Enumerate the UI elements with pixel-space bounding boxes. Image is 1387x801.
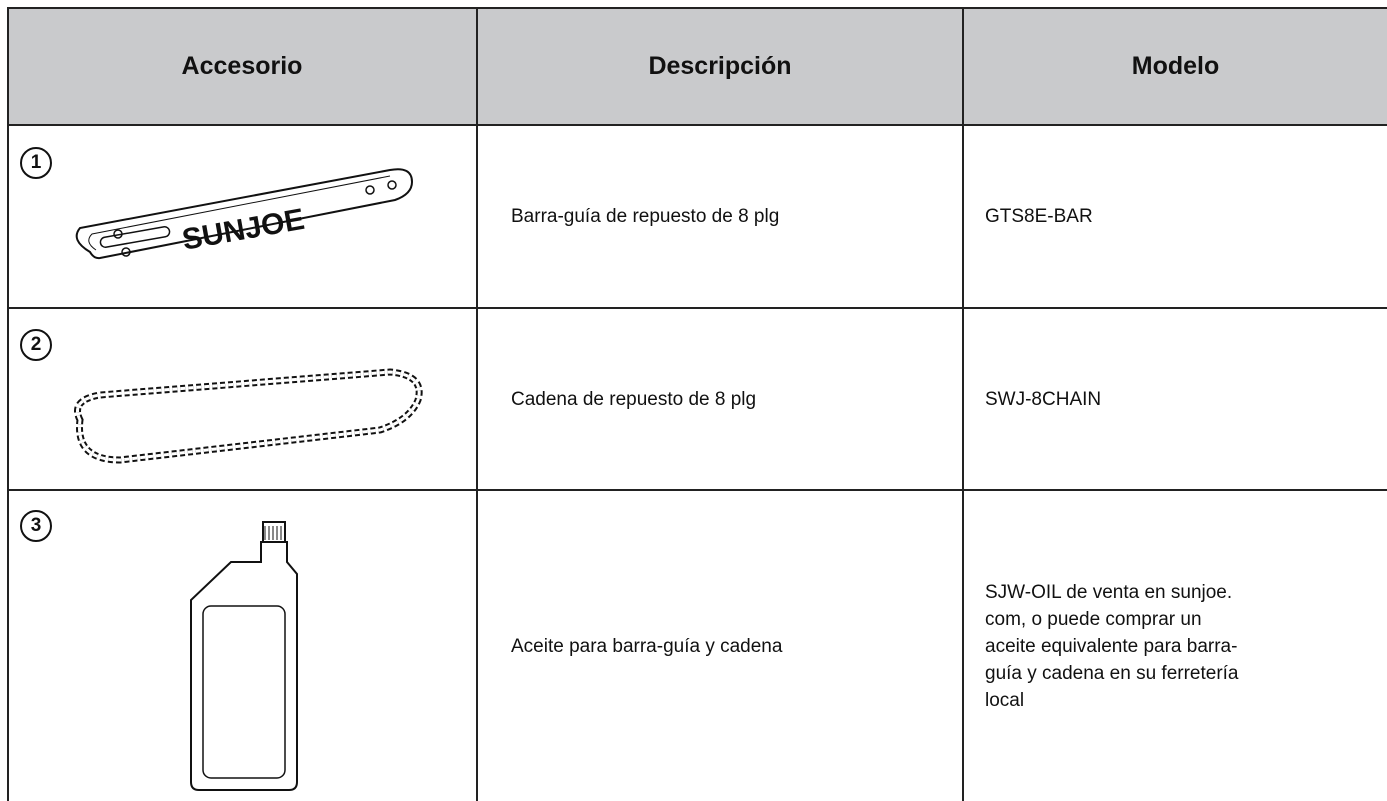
description: Barra-guía de repuesto de 8 plg <box>511 206 780 227</box>
guide-bar-image: SUNJOE <box>75 168 414 260</box>
border <box>476 7 478 801</box>
model: GTS8E-BAR <box>985 206 1093 227</box>
border <box>8 7 1387 9</box>
column-header: Modelo <box>964 8 1387 125</box>
border <box>8 489 1387 491</box>
item-number: 3 <box>20 510 52 542</box>
item-number: 1 <box>20 147 52 179</box>
description: Cadena de repuesto de 8 plg <box>511 388 757 410</box>
column-header: Accesorio <box>8 8 476 125</box>
item-number: 2 <box>20 329 52 361</box>
border <box>8 307 1387 309</box>
chain-image <box>74 368 423 464</box>
border <box>962 7 964 801</box>
description: Aceite para barra-guía y cadena <box>511 635 783 657</box>
column-header: Descripción <box>478 8 962 125</box>
border <box>7 7 9 801</box>
model: SJW-OIL de venta en sunjoe. com, o puede… <box>985 581 1239 711</box>
border <box>8 124 1387 126</box>
model: SWJ-8CHAIN <box>985 388 1102 410</box>
oil-bottle-image <box>190 521 298 791</box>
